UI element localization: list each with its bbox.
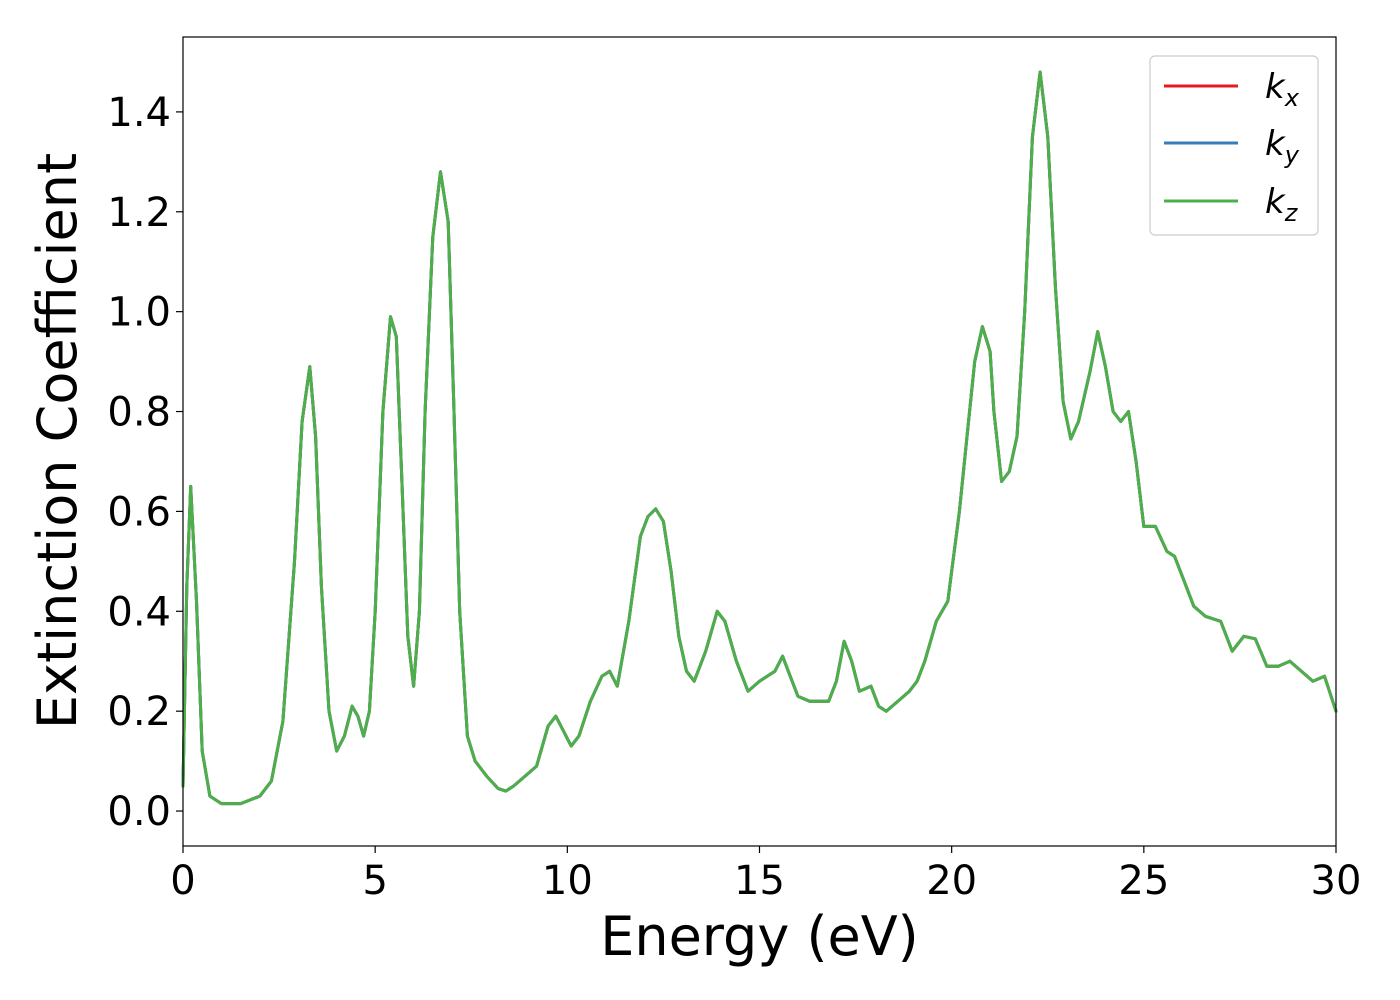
x-tick-label: 30 <box>1311 858 1362 904</box>
x-tick-label: 0 <box>170 858 195 904</box>
y-axis-ticks: 0.0 0.2 0.4 0.6 0.8 1.0 1.2 1.4 <box>107 90 183 835</box>
x-tick-label: 25 <box>1118 858 1169 904</box>
legend-label-ky: ky <box>1265 124 1300 169</box>
series-lines <box>181 70 1338 806</box>
y-tick-label: 0.6 <box>107 489 171 535</box>
series-line-kz <box>181 70 1338 806</box>
legend-entry-ky: ky <box>1164 124 1300 169</box>
x-axis-title: Energy (eV) <box>600 905 919 968</box>
plot-area <box>183 37 1336 846</box>
x-tick-label: 10 <box>542 858 593 904</box>
y-tick-label: 1.4 <box>107 90 171 136</box>
y-tick-label: 0.8 <box>107 390 171 436</box>
y-tick-label: 0.4 <box>107 589 171 635</box>
legend-box <box>1149 55 1319 236</box>
legend-entry-kx: kx <box>1164 67 1300 112</box>
y-tick-label: 1.0 <box>107 290 171 336</box>
legend-label-kz: kz <box>1265 182 1299 227</box>
y-tick-label: 0.2 <box>107 689 171 735</box>
y-tick-label: 1.2 <box>107 190 171 236</box>
y-axis-title: Extinction Coefficient <box>26 153 89 729</box>
legend-label-kx: kx <box>1265 67 1300 112</box>
x-tick-label: 20 <box>926 858 977 904</box>
x-axis-ticks: 0 5 10 15 20 25 30 <box>170 846 1361 904</box>
legend: kx ky kz <box>1149 55 1319 236</box>
x-tick-label: 5 <box>362 858 387 904</box>
legend-entry-kz: kz <box>1164 182 1299 227</box>
y-tick-label: 0.0 <box>107 789 171 835</box>
x-tick-label: 15 <box>734 858 785 904</box>
